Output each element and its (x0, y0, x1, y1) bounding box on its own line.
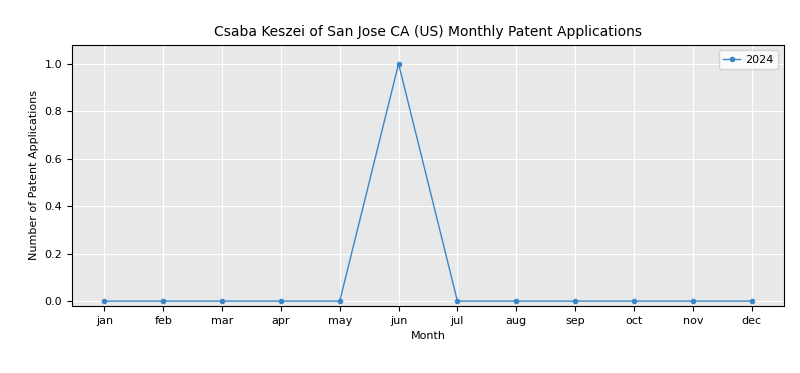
Line: 2024: 2024 (102, 62, 754, 303)
Y-axis label: Number of Patent Applications: Number of Patent Applications (29, 90, 39, 260)
Title: Csaba Keszei of San Jose CA (US) Monthly Patent Applications: Csaba Keszei of San Jose CA (US) Monthly… (214, 25, 642, 40)
2024 (335, 299, 345, 303)
2024 (218, 299, 227, 303)
2024 (453, 299, 462, 303)
2024 (747, 299, 757, 303)
X-axis label: Month: Month (410, 331, 446, 341)
2024 (394, 62, 403, 66)
2024 (99, 299, 109, 303)
2024 (688, 299, 698, 303)
2024 (570, 299, 580, 303)
2024 (276, 299, 286, 303)
2024 (511, 299, 521, 303)
2024 (629, 299, 638, 303)
2024 (158, 299, 168, 303)
Legend: 2024: 2024 (719, 50, 778, 69)
